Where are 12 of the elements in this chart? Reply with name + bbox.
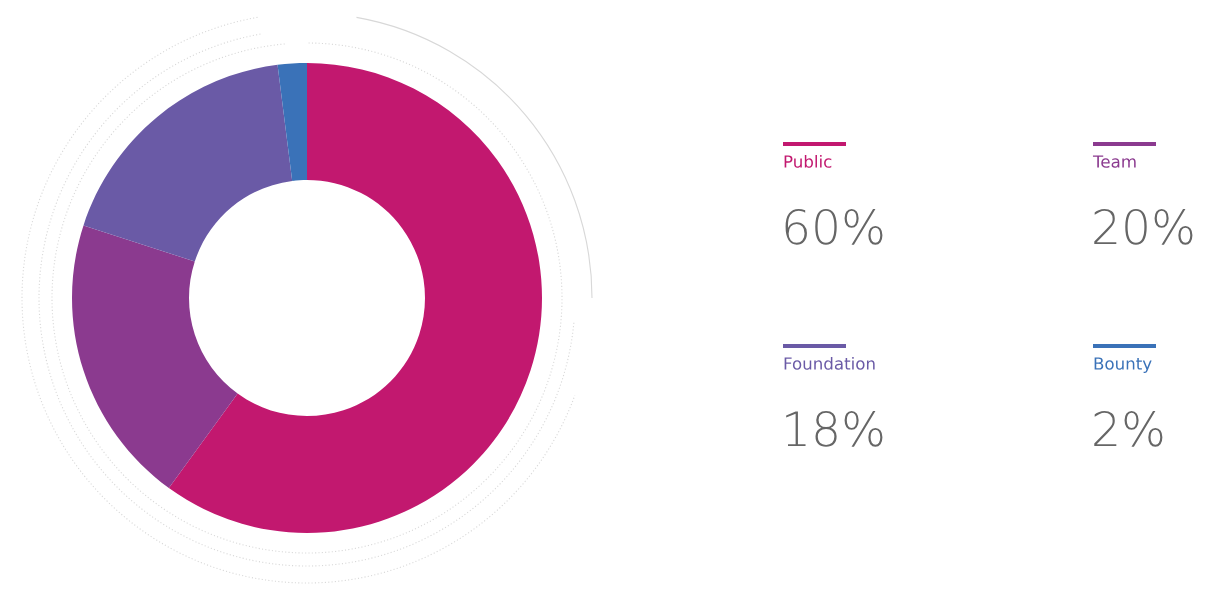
- donut-slice: [168, 63, 542, 533]
- donut-slice: [277, 63, 307, 181]
- donut-slice: [83, 64, 293, 262]
- data-label: 20%: [1094, 208, 1193, 245]
- donut-slice: [72, 225, 238, 489]
- data-label: 60%: [785, 208, 883, 245]
- legend-label: Team: [1092, 155, 1136, 168]
- data-label: 18%: [786, 410, 883, 447]
- data-label: 2%: [1094, 410, 1163, 447]
- legend-label: Public: [784, 154, 832, 168]
- legend-label: Bounty: [1094, 357, 1152, 374]
- legend-label: Foundation: [784, 356, 875, 370]
